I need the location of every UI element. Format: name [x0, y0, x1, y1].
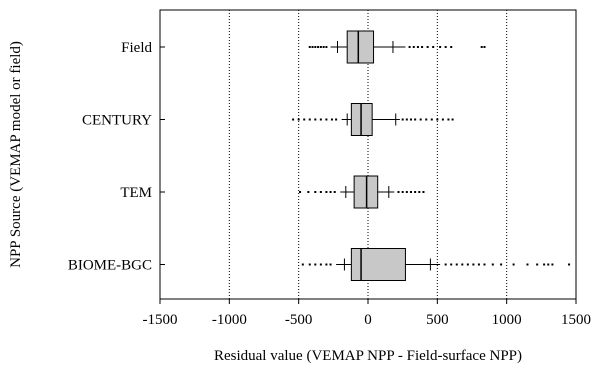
- outlier-point: [422, 191, 425, 193]
- outlier-point: [450, 263, 453, 266]
- outlier-point: [430, 118, 433, 121]
- outlier-point: [308, 263, 311, 266]
- box-century: [292, 103, 454, 136]
- box-field: [308, 30, 486, 64]
- outlier-point: [419, 118, 422, 121]
- outlier-point: [450, 46, 453, 48]
- outlier-point: [319, 191, 322, 193]
- outlier-point: [314, 46, 317, 48]
- outlier-point: [425, 118, 428, 121]
- outlier-point: [319, 118, 322, 121]
- outlier-point: [292, 118, 295, 121]
- x-tick-label: -1000: [212, 312, 247, 328]
- outlier-point: [319, 263, 322, 266]
- iqr-box: [346, 30, 375, 64]
- y-axis: Field CENTURY TEM BIOME-BGC: [68, 40, 165, 274]
- y-axis-title: NPP Source (VEMAP model or field): [8, 41, 24, 268]
- outlier-point: [432, 46, 435, 48]
- x-tick-label: -1500: [143, 312, 178, 328]
- outlier-point: [308, 118, 311, 121]
- y-category-label: Field: [121, 40, 152, 56]
- outlier-point: [441, 118, 444, 121]
- outlier-point: [483, 46, 486, 48]
- x-axis: -1500 -1000 -500 0 500 1000 1500: [143, 299, 591, 328]
- outlier-point: [322, 46, 325, 48]
- outlier-point: [412, 46, 415, 48]
- outlier-point: [500, 263, 503, 266]
- outlier-point: [299, 191, 302, 193]
- outlier-point: [477, 263, 480, 266]
- x-tick-label: 1000: [492, 312, 522, 328]
- outlier-point: [439, 46, 442, 48]
- outlier-point: [447, 118, 450, 121]
- x-tick-label: 500: [426, 312, 449, 328]
- x-tick-label: 1500: [561, 312, 591, 328]
- outlier-point: [480, 46, 483, 48]
- outlier-point: [461, 263, 464, 266]
- outlier-point: [426, 46, 429, 48]
- outlier-point: [451, 118, 454, 121]
- outlier-point: [329, 263, 332, 266]
- outlier-point: [308, 46, 311, 48]
- outlier-point: [297, 118, 300, 121]
- outlier-point: [325, 118, 328, 121]
- outlier-point: [455, 263, 458, 266]
- outlier-point: [329, 191, 332, 193]
- iqr-box: [350, 248, 406, 281]
- outlier-point: [307, 191, 310, 193]
- outlier-point: [303, 118, 306, 121]
- outlier-point: [314, 118, 317, 121]
- outlier-point: [414, 118, 417, 121]
- outlier-point: [319, 46, 322, 48]
- outlier-point: [409, 118, 412, 121]
- box-series: [292, 30, 571, 281]
- outlier-point: [526, 263, 529, 266]
- outlier-point: [314, 191, 317, 193]
- x-axis-title: Residual value (VEMAP NPP - Field-surfac…: [214, 348, 522, 364]
- outlier-point: [466, 263, 469, 266]
- outlier-point: [325, 191, 328, 193]
- y-category-label: TEM: [120, 185, 152, 201]
- outlier-point: [401, 118, 404, 121]
- y-category-label: BIOME-BGC: [68, 258, 152, 274]
- outlier-point: [418, 191, 421, 193]
- outlier-point: [333, 191, 336, 193]
- y-category-label: CENTURY: [82, 113, 152, 129]
- box-tem: [299, 175, 425, 209]
- outlier-point: [568, 263, 571, 266]
- outlier-point: [405, 191, 408, 193]
- outlier-point: [512, 263, 515, 266]
- outlier-point: [543, 263, 546, 266]
- outlier-point: [416, 46, 419, 48]
- outlier-point: [444, 263, 447, 266]
- x-tick-label: 0: [364, 312, 372, 328]
- box-biome-bgc: [301, 248, 571, 281]
- outlier-point: [444, 46, 447, 48]
- outlier-point: [491, 263, 494, 266]
- outlier-point: [405, 118, 408, 121]
- outlier-point: [408, 46, 411, 48]
- x-tick-label: -500: [285, 312, 313, 328]
- outlier-point: [397, 191, 400, 193]
- outlier-point: [325, 46, 328, 48]
- outlier-point: [472, 263, 475, 266]
- outlier-point: [536, 263, 539, 266]
- outlier-point: [325, 263, 328, 266]
- outlier-point: [401, 191, 404, 193]
- outlier-point: [314, 263, 317, 266]
- outlier-point: [551, 263, 554, 266]
- outlier-point: [436, 118, 439, 121]
- outlier-point: [317, 46, 320, 48]
- outlier-point: [483, 263, 486, 266]
- outlier-point: [409, 191, 412, 193]
- outlier-point: [301, 263, 304, 266]
- outlier-point: [547, 263, 550, 266]
- outlier-point: [421, 46, 424, 48]
- outlier-point: [330, 118, 333, 121]
- outlier-point: [311, 46, 314, 48]
- outlier-point: [335, 118, 338, 121]
- outlier-point: [414, 191, 417, 193]
